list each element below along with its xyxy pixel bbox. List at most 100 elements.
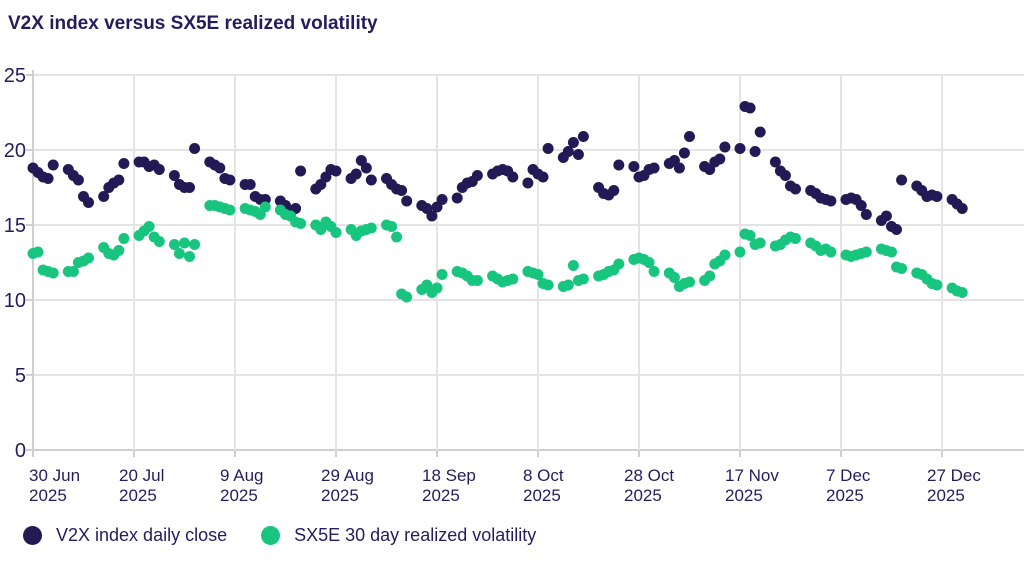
v2x-data-point [734,143,746,154]
sx5e-data-point [168,239,180,250]
v2x-data-point [153,164,165,175]
sx5e-data-point [330,227,342,238]
v2x-data-point [330,165,342,177]
chart-legend: V2X index daily close SX5E 30 day realiz… [23,525,536,546]
sx5e-data-point [189,239,201,250]
sx5e-data-point [391,231,403,243]
v2x-data-point [572,149,584,160]
y-axis-tick-label: 10 [4,290,26,312]
sx5e-data-point [719,249,731,261]
v2x-data-point [426,210,438,222]
v2x-data-point [365,174,377,186]
v2x-data-point [295,165,307,177]
x-axis-tick-label: 28 Oct 2025 [624,466,674,505]
sx5e-data-point [684,276,695,288]
v2x-data-point [72,174,84,186]
chart-title: V2X index versus SX5E realized volatilit… [8,13,378,34]
sx5e-data-point [173,248,185,259]
v2x-data-point [956,203,968,214]
v2x-data-point [189,143,201,154]
sx5e-data-point [431,282,443,294]
v2x-data-point [855,200,867,211]
x-axis-tick-label: 27 Dec 2025 [927,466,981,505]
sx5e-data-point [567,260,579,271]
legend-item-sx5e[interactable]: SX5E 30 day realized volatility [261,525,536,546]
v2x-data-point [744,102,756,114]
y-axis-tick-label: 5 [15,365,26,387]
sx5e-data-point [184,251,195,262]
v2x-data-point [537,171,549,183]
v2x-data-point [860,209,872,220]
y-axis-tick-label: 25 [4,65,26,87]
sx5e-data-point [295,218,307,229]
sx5e-data-point [744,230,756,241]
x-axis-tick-label: 29 Aug 2025 [321,466,374,505]
sx5e-data-point [179,237,190,249]
sx5e-data-point [83,252,94,264]
legend-label-sx5e: SX5E 30 day realized volatility [294,525,537,545]
v2x-data-point [648,162,660,174]
sx5e-data-point [113,245,125,256]
sx5e-data-point [118,233,130,244]
y-axis-tick-label: 15 [4,215,26,237]
sx5e-data-point [704,270,716,282]
v2x-data-point [522,177,534,189]
v2x-data-point [931,191,943,202]
x-axis-tick-label: 30 Jun 2025 [29,466,80,505]
sx5e-data-point [365,222,377,234]
sx5e-data-point [931,279,943,291]
v2x-data-point [47,159,59,171]
v2x-data-point [83,197,94,208]
v2x-data-point [608,185,620,196]
v2x-data-point [714,153,726,165]
v2x-data-point [224,174,236,186]
v2x-data-point [214,162,226,174]
v2x-series-swatch-icon [23,526,42,545]
v2x-data-point [350,168,362,180]
legend-label-v2x: V2X index daily close [56,525,228,545]
v2x-data-point [118,158,130,169]
v2x-data-point [779,170,791,181]
v2x-data-point [749,146,761,157]
sx5e-data-point [754,237,766,249]
y-axis-tick-label: 20 [4,140,26,162]
v2x-data-point [396,185,408,196]
x-axis-tick-label: 7 Dec 2025 [826,466,871,505]
v2x-data-point [613,159,625,171]
v2x-data-point [436,194,448,205]
sx5e-data-point [648,266,660,277]
v2x-data-point [684,131,695,142]
sx5e-data-point [577,273,589,285]
sx5e-data-point [668,272,680,283]
v2x-data-point [451,192,463,204]
v2x-data-point [184,182,195,193]
sx5e-data-point [562,279,574,291]
v2x-data-point [673,162,685,174]
v2x-data-point [896,174,908,186]
x-axis-tick-label: 9 Aug 2025 [220,466,264,505]
sx5e-data-point [471,275,483,286]
v2x-data-point [113,174,125,186]
legend-item-v2x[interactable]: V2X index daily close [23,525,227,546]
v2x-data-point [542,143,554,154]
v2x-data-point [401,195,413,207]
sx5e-data-point [643,257,655,268]
v2x-data-point [719,141,731,153]
sx5e-data-point [47,267,59,279]
v2x-data-point [880,210,892,222]
sx5e-data-point [67,266,79,277]
v2x-data-point [98,191,110,202]
sx5e-data-point [825,246,837,258]
sx5e-series-swatch-icon [261,526,281,545]
x-axis-tick-label: 17 Nov 2025 [725,466,779,505]
x-axis-tick-label: 8 Oct 2025 [523,466,564,505]
v2x-data-point [628,161,640,172]
sx5e-data-point [153,236,165,247]
sx5e-data-point [259,201,271,213]
v2x-data-point [769,156,781,168]
x-axis-tick-label: 20 Jul 2025 [119,466,164,505]
v2x-data-point [790,183,801,195]
sx5e-data-point [956,287,968,298]
